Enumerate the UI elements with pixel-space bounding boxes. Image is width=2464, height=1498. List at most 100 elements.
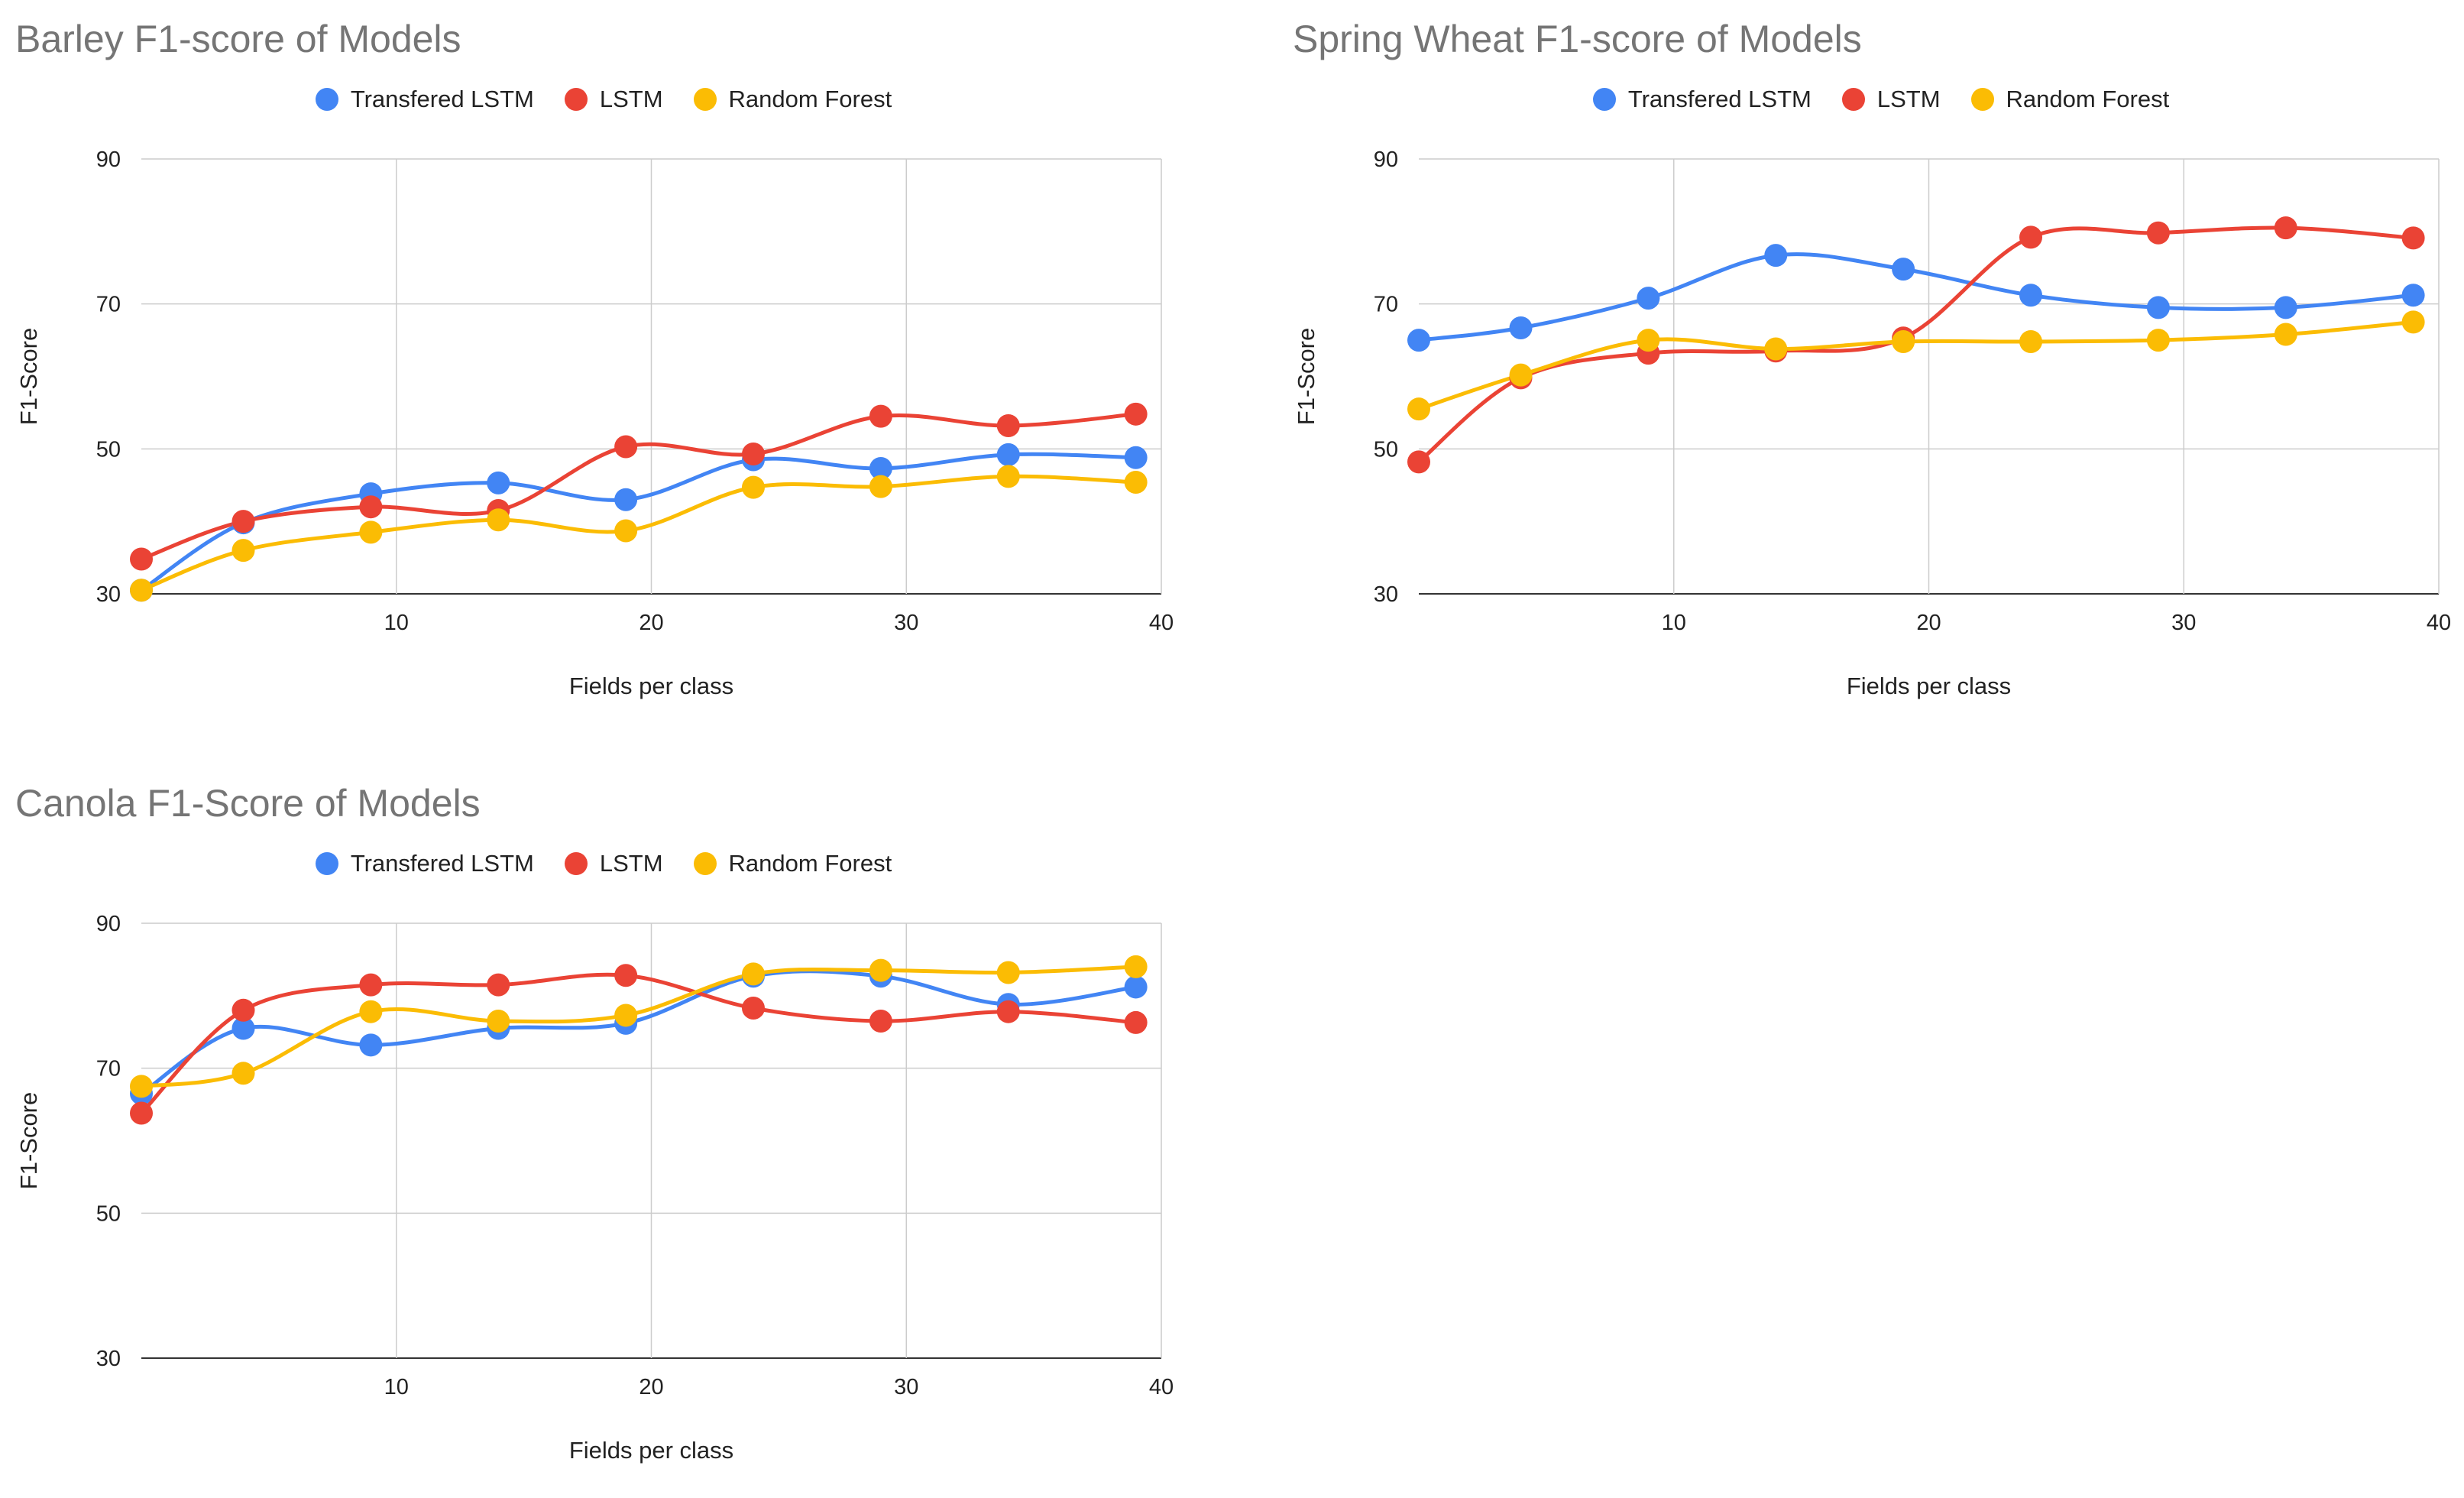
data-point xyxy=(1764,244,1788,268)
x-tick-label: 30 xyxy=(2171,611,2196,635)
data-point xyxy=(1124,402,1148,426)
legend-marker-icon xyxy=(315,852,338,875)
x-tick-label: 20 xyxy=(1916,611,1941,635)
legend-marker-icon xyxy=(315,88,338,111)
data-point xyxy=(1124,955,1148,978)
y-axis-title: F1-Score xyxy=(15,328,42,425)
data-point xyxy=(1407,397,1430,421)
data-point xyxy=(614,519,638,543)
legend-label: Random Forest xyxy=(2006,86,2170,112)
data-point xyxy=(1407,450,1430,474)
x-axis-title: Fields per class xyxy=(1847,673,2011,699)
plot-area: 30 50 70 90 10 20 30 40 Fields per class F1-Score xyxy=(15,148,1174,699)
series-line xyxy=(1417,225,2416,464)
data-point xyxy=(1124,1010,1148,1034)
y-tick-label: 90 xyxy=(96,148,121,172)
data-point xyxy=(614,1004,638,1027)
x-tick-label: 20 xyxy=(639,1375,663,1399)
data-point xyxy=(232,1016,255,1040)
data-point xyxy=(1124,446,1148,469)
y-tick-label: 30 xyxy=(1374,582,1398,607)
x-tick-label: 40 xyxy=(1149,1375,1174,1399)
series-line xyxy=(1417,319,2416,411)
y-tick-label: 70 xyxy=(96,293,121,317)
data-point xyxy=(2274,323,2297,346)
data-point xyxy=(130,547,153,571)
gridlines xyxy=(141,158,1162,595)
data-point xyxy=(359,973,383,997)
series-line xyxy=(139,452,1138,592)
data-point xyxy=(614,964,638,987)
data-point xyxy=(2401,226,2425,250)
y-tick-label: 90 xyxy=(96,912,121,936)
data-point xyxy=(1509,316,1533,339)
data-point xyxy=(2401,310,2425,334)
x-tick-label: 30 xyxy=(894,611,918,635)
data-point xyxy=(996,465,1020,488)
gridlines xyxy=(141,922,1162,1359)
legend-marker-icon xyxy=(1970,88,1994,111)
series-line xyxy=(139,972,1138,1115)
barley-chart: Barley F1-score of Models Transfered LST… xyxy=(0,0,1207,734)
legend-marker-icon xyxy=(693,852,717,875)
legend-label: LSTM xyxy=(599,850,663,877)
data-point xyxy=(869,958,892,982)
data-point xyxy=(614,488,638,511)
legend-item-lstm: LSTM xyxy=(564,86,663,113)
y-axis-title: F1-Score xyxy=(15,1092,42,1189)
data-point xyxy=(2274,216,2297,240)
legend-label: Transfered LSTM xyxy=(1627,86,1812,112)
data-point xyxy=(2019,284,2042,307)
data-point xyxy=(2019,329,2042,353)
x-tick-label: 30 xyxy=(894,1375,918,1399)
data-point xyxy=(1637,329,1660,352)
y-tick-label: 50 xyxy=(96,437,121,462)
x-tick-label: 40 xyxy=(1149,611,1174,635)
chart-title: Spring Wheat F1-score of Models xyxy=(1293,18,1862,60)
legend-marker-icon xyxy=(693,88,717,111)
data-point xyxy=(996,961,1020,984)
legend-item-transfered-lstm: Transfered LSTM xyxy=(315,86,534,113)
legend-marker-icon xyxy=(564,88,588,111)
data-point xyxy=(996,443,1020,466)
series-line xyxy=(139,412,1138,561)
legend-item-lstm: LSTM xyxy=(1841,86,1941,113)
x-tick-label: 10 xyxy=(384,1375,409,1399)
legend-item-random-forest: Random Forest xyxy=(1970,86,2170,113)
data-point xyxy=(130,579,153,602)
y-tick-label: 30 xyxy=(96,582,121,607)
data-point xyxy=(232,510,255,533)
legend-item-transfered-lstm: Transfered LSTM xyxy=(315,850,534,877)
series-line xyxy=(139,474,1138,592)
legend-label: Transfered LSTM xyxy=(350,86,534,112)
x-axis-title: Fields per class xyxy=(569,673,733,699)
data-point xyxy=(742,475,765,499)
plot-area: 30 50 70 90 10 20 30 40 Fields per class F1-Score xyxy=(15,912,1174,1464)
data-point xyxy=(359,520,383,544)
data-point xyxy=(996,1000,1020,1023)
gridlines xyxy=(1419,158,2440,595)
data-point xyxy=(2274,296,2297,319)
legend-item-lstm: LSTM xyxy=(564,850,663,877)
data-point xyxy=(359,495,383,519)
x-tick-label: 10 xyxy=(1662,611,1686,635)
data-point xyxy=(869,456,892,480)
data-point xyxy=(869,475,892,498)
data-point xyxy=(1764,337,1788,361)
y-tick-label: 50 xyxy=(96,1201,121,1226)
y-tick-label: 70 xyxy=(1374,293,1398,317)
chart-legend: Transfered LSTM LSTM Random Forest xyxy=(1277,86,2464,113)
data-point xyxy=(2146,221,2170,245)
data-point xyxy=(232,539,255,563)
y-tick-label: 50 xyxy=(1374,437,1398,462)
data-point xyxy=(1124,470,1148,494)
x-axis-title: Fields per class xyxy=(569,1437,733,1464)
data-point xyxy=(359,1033,383,1057)
plot-area: 30 50 70 90 10 20 30 40 Fields per class F1-Score xyxy=(1293,148,2451,699)
data-point xyxy=(1892,258,1915,281)
data-point xyxy=(487,973,510,997)
data-point xyxy=(1509,363,1533,387)
legend-marker-icon xyxy=(564,852,588,875)
data-point xyxy=(232,1062,255,1085)
legend-label: LSTM xyxy=(599,86,663,112)
